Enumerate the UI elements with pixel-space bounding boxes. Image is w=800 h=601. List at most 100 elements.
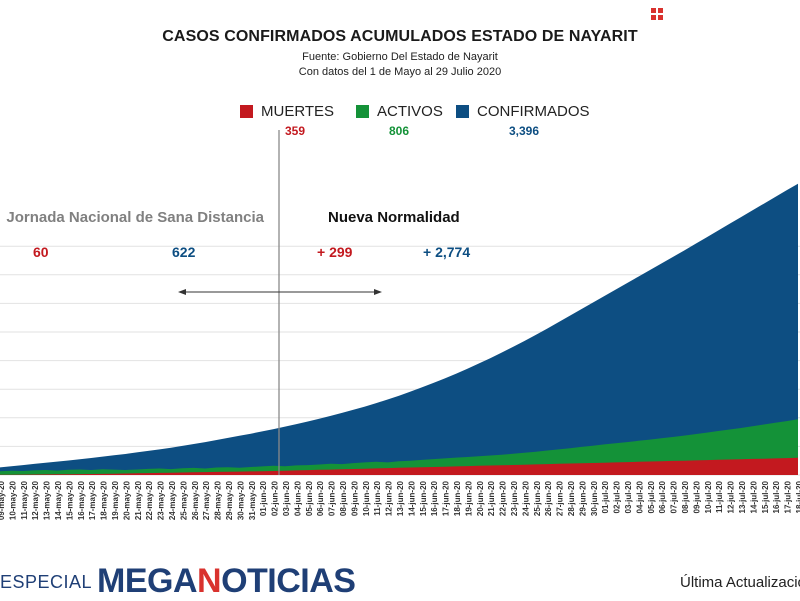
x-tick-label: 13-jun-20: [396, 480, 405, 516]
x-tick-label: 02-jun-20: [271, 480, 280, 516]
x-tick-label: 23-jun-20: [510, 480, 519, 516]
x-tick-label: 24-may-20: [168, 480, 177, 520]
x-tick-label: 10-may-20: [8, 480, 17, 520]
x-tick-label: 14-jun-20: [407, 480, 416, 516]
x-tick-labels: 09-may-20 10-may-20 11-may-20 12-may-20 13-m…: [0, 480, 800, 520]
brand-suffix: OTICIAS: [221, 562, 356, 600]
x-tick-label: 19-may-20: [111, 480, 120, 520]
x-tick-label: 23-may-20: [157, 480, 166, 520]
chart-legend: MUERTES ACTIVOS CONFIRMADOS 359 806 3,39…: [0, 103, 800, 138]
legend-item-activos: ACTIVOS: [356, 103, 443, 120]
phase2-muertes-value: + 299: [317, 244, 353, 260]
x-tick-label: 07-jun-20: [328, 480, 337, 516]
phase2-label: Nueva Normalidad: [328, 209, 460, 226]
legend-item-muertes: MUERTES: [240, 103, 334, 120]
x-tick-label: 31-may-20: [248, 480, 257, 520]
x-tick-label: 22-may-20: [145, 480, 154, 520]
chart-date-range: Con datos del 1 de Mayo al 29 Julio 2020: [298, 66, 502, 78]
x-tick-label: 19-jun-20: [464, 480, 473, 516]
especial-label: ESPECIAL: [0, 572, 93, 592]
legend-value-confirmados: 3,396: [509, 124, 540, 138]
legend-swatch-confirmados: [456, 105, 469, 118]
x-tick-label: 13-may-20: [43, 480, 52, 520]
x-tick-label: 12-jul-20: [727, 480, 736, 513]
x-tick-label: 05-jul-20: [647, 480, 656, 513]
x-tick-label: 20-may-20: [122, 480, 131, 520]
brand-highlight: N: [197, 562, 222, 600]
x-tick-label: 27-may-20: [202, 480, 211, 520]
x-tick-label: 03-jun-20: [282, 480, 291, 516]
x-tick-label: 29-may-20: [225, 480, 234, 520]
x-tick-label: 29-jun-20: [578, 480, 587, 516]
x-tick-label: 10-jun-20: [362, 480, 371, 516]
x-tick-label: 04-jul-20: [635, 480, 644, 513]
legend-value-muertes: 359: [285, 124, 306, 138]
x-tick-label: 27-jun-20: [556, 480, 565, 516]
chart-header: CASOS CONFIRMADOS ACUMULADOS ESTADO DE N…: [0, 28, 800, 78]
x-tick-label: 09-jun-20: [350, 480, 359, 516]
phase1-label: Jornada Nacional de Sana Distancia: [6, 209, 264, 226]
phase2-confirmados-value: + 2,774: [423, 244, 470, 260]
x-tick-label: 12-may-20: [31, 480, 40, 520]
x-tick-label: 26-jun-20: [544, 480, 553, 516]
phase1-confirmados-value: 622: [172, 244, 196, 260]
x-tick-label: 20-jun-20: [476, 480, 485, 516]
x-tick-label: 28-jun-20: [567, 480, 576, 516]
x-tick-label: 01-jun-20: [259, 480, 268, 516]
x-tick-label: 26-may-20: [191, 480, 200, 520]
legend-swatch-activos: [356, 105, 369, 118]
brand-prefix: MEGA: [97, 562, 198, 600]
x-tick-label: 17-may-20: [88, 480, 97, 520]
footer-bar: ESPECIAL MEGANOTICIAS Última Actualizaci…: [0, 552, 800, 600]
x-tick-label: 09-jul-20: [692, 480, 701, 513]
x-tick-label: 18-may-20: [100, 480, 109, 520]
x-tick-label: 08-jun-20: [339, 480, 348, 516]
series-area-activos: [0, 419, 798, 475]
chart-source: Fuente: Gobierno Del Estado de Nayarit: [302, 51, 498, 63]
x-tick-label: 10-jul-20: [704, 480, 713, 513]
chart-areas: [0, 183, 798, 476]
x-tick-label: 09-may-20: [0, 480, 6, 520]
x-tick-label: 07-jul-20: [670, 480, 679, 513]
legend-label-confirmados: CONFIRMADOS: [477, 103, 590, 120]
x-tick-label: 13-jul-20: [738, 480, 747, 513]
x-tick-label: 21-may-20: [134, 480, 143, 520]
x-tick-label: 02-jul-20: [613, 480, 622, 513]
x-tick-label: 22-jun-20: [499, 480, 508, 516]
chart-title: CASOS CONFIRMADOS ACUMULADOS ESTADO DE N…: [162, 28, 638, 45]
x-tick-label: 25-may-20: [179, 480, 188, 520]
x-tick-label: 21-jun-20: [487, 480, 496, 516]
brand-logo: MEGANOTICIAS: [97, 562, 356, 601]
legend-item-confirmados: CONFIRMADOS: [456, 103, 590, 120]
legend-swatch-muertes: [240, 105, 253, 118]
area-chart: 09-may-20 10-may-20 11-may-20 12-may-20 13-m…: [0, 130, 800, 520]
menu-grid-icon[interactable]: [651, 8, 663, 20]
x-tick-label: 15-jul-20: [761, 480, 770, 513]
arrow-head-right-icon: [374, 289, 382, 295]
x-tick-label: 25-jun-20: [533, 480, 542, 516]
x-tick-label: 04-jun-20: [293, 480, 302, 516]
x-tick-label: 15-may-20: [65, 480, 74, 520]
x-tick-label: 17-jun-20: [442, 480, 451, 516]
x-tick-label: 14-may-20: [54, 480, 63, 520]
last-update-label: Última Actualización: [680, 574, 800, 591]
x-tick-label: 05-jun-20: [305, 480, 314, 516]
legend-label-activos: ACTIVOS: [377, 103, 443, 120]
x-tick-label: 11-may-20: [20, 480, 29, 519]
x-tick-label: 11-jul-20: [715, 480, 724, 513]
x-tick-label: 03-jul-20: [624, 480, 633, 513]
x-tick-label: 08-jul-20: [681, 480, 690, 513]
legend-value-activos: 806: [389, 124, 410, 138]
x-tick-label: 06-jun-20: [316, 480, 325, 516]
series-area-muertes: [0, 457, 798, 475]
x-tick-label: 30-jun-20: [590, 480, 599, 516]
x-tick-label: 24-jun-20: [521, 480, 530, 516]
x-tick-label: 06-jul-20: [658, 480, 667, 513]
arrow-head-left-icon: [178, 289, 186, 295]
x-tick-label: 17-jul-20: [784, 480, 793, 513]
x-tick-label: 18-jun-20: [453, 480, 462, 516]
x-tick-label: 15-jun-20: [419, 480, 428, 516]
series-area-confirmados: [0, 183, 798, 476]
x-tick-label: 30-may-20: [236, 480, 245, 520]
x-tick-label: 01-jul-20: [601, 480, 610, 513]
